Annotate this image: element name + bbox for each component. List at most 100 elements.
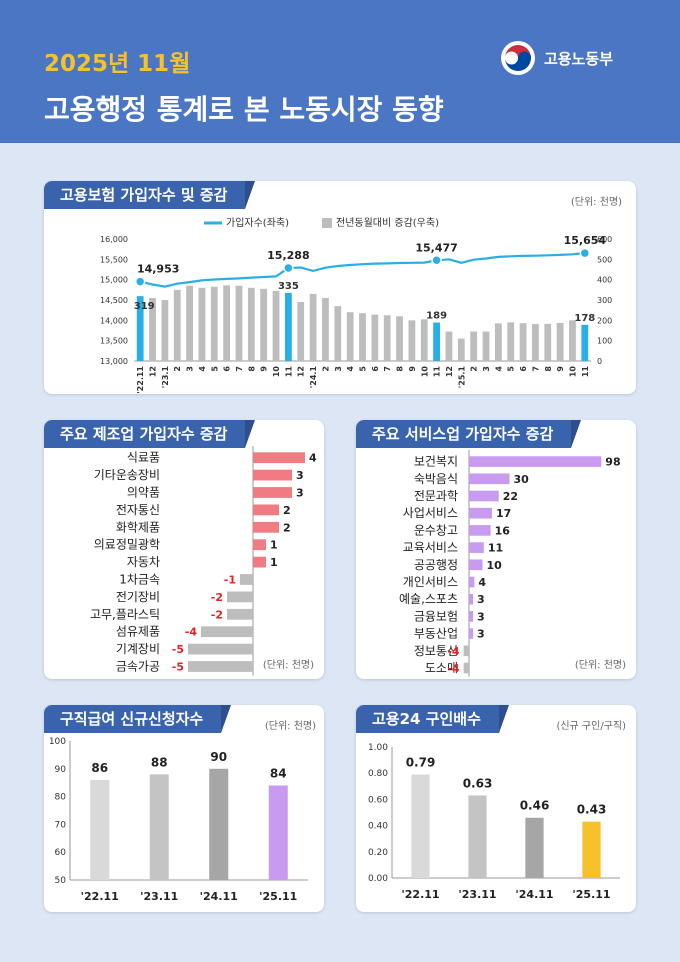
x-tick-label: 8 bbox=[247, 366, 256, 372]
y-tick-label: 80 bbox=[55, 793, 67, 803]
taegeuk-emblem-icon bbox=[501, 41, 535, 75]
x-tick-label: '22.11 bbox=[136, 366, 145, 394]
bar-negative bbox=[227, 608, 253, 620]
bar-negative bbox=[188, 661, 253, 672]
line-point-highlight bbox=[579, 247, 591, 259]
legend-bar-label: 전년동월대비 증감(우축) bbox=[336, 217, 439, 229]
panel-title: 주요 제조업 가입자수 증감 bbox=[44, 420, 256, 448]
bar-negative bbox=[240, 574, 253, 585]
bar-change bbox=[470, 331, 478, 361]
bar-value-label: 11 bbox=[488, 542, 503, 555]
bar-value-label: 30 bbox=[514, 473, 530, 486]
page-title: 고용행정 통계로 본 노동시장 동향 bbox=[44, 93, 444, 126]
category-label: 전자통신 bbox=[116, 503, 160, 517]
category-label: 화학제품 bbox=[116, 520, 160, 534]
line-point-highlight bbox=[431, 255, 442, 266]
category-label: 도소매 bbox=[425, 661, 458, 675]
bar-value-label: -2 bbox=[211, 608, 223, 621]
x-tick-label: 3 bbox=[186, 366, 195, 372]
bar-positive bbox=[469, 456, 602, 467]
bar-value-label: -2 bbox=[211, 591, 223, 604]
bar-change bbox=[223, 285, 231, 361]
page-header: 2025년 11월 고용행정 통계로 본 노동시장 동향 고용노동부 bbox=[0, 0, 680, 143]
bar-change bbox=[284, 292, 292, 361]
bar-change bbox=[334, 306, 342, 361]
x-tick-label: 11 bbox=[433, 366, 442, 378]
x-tick-label: '25.11 bbox=[572, 888, 610, 901]
category-label: 1차금속 bbox=[119, 573, 160, 587]
bar-value-label: 3 bbox=[296, 487, 304, 500]
x-tick-label: 11 bbox=[284, 366, 293, 378]
bar bbox=[209, 768, 229, 880]
category-label: 기계장비 bbox=[116, 642, 160, 656]
category-label: 금융보험 bbox=[414, 609, 458, 623]
bar bbox=[90, 779, 110, 880]
category-label: 숙박음식 bbox=[414, 472, 458, 486]
y-tick-right: 0 bbox=[597, 357, 602, 366]
bar-value-label: 16 bbox=[495, 524, 511, 537]
x-tick-label: 12 bbox=[445, 366, 454, 377]
bar-change bbox=[161, 300, 169, 361]
bar-change bbox=[433, 322, 441, 361]
x-tick-label: 5 bbox=[359, 366, 368, 372]
bar-positive bbox=[469, 628, 474, 639]
insurance-subscribers-panel: 고용보험 가입자수 및 증감 (단위: 천명) 가입자수(좌축) 전년동월대비 … bbox=[44, 181, 636, 394]
y-tick-label: 50 bbox=[55, 876, 67, 886]
category-label: 개인서비스 bbox=[403, 575, 458, 589]
y-tick-label: 1.00 bbox=[368, 743, 388, 753]
bar-change bbox=[173, 289, 181, 361]
y-tick-left: 15,000 bbox=[100, 276, 128, 285]
x-tick-label: '22.11 bbox=[401, 888, 439, 901]
bar-change bbox=[494, 323, 502, 361]
x-tick-label: 3 bbox=[482, 366, 491, 372]
bar-change bbox=[581, 324, 589, 361]
bar-positive bbox=[469, 593, 474, 605]
services-bar-chart: 보건복지 98 숙박음식 30 전문과학 22 사업서비스 17 운수창고 16 교육서비스 11 공공… bbox=[399, 450, 621, 677]
x-tick-label: 4 bbox=[198, 366, 207, 372]
bar-value-label: 3 bbox=[477, 610, 485, 623]
bar-change bbox=[309, 293, 317, 361]
category-label: 부동산업 bbox=[414, 627, 458, 641]
y-tick-right: 300 bbox=[597, 296, 612, 305]
x-tick-label: 12 bbox=[149, 366, 158, 377]
y-tick-left: 15,500 bbox=[100, 255, 128, 264]
line-data-label: 15,288 bbox=[267, 249, 309, 262]
bar-data-label: 189 bbox=[426, 311, 447, 322]
x-tick-label: 10 bbox=[568, 366, 577, 378]
unit-label: (단위: 천명) bbox=[262, 660, 314, 671]
bar-change bbox=[408, 320, 416, 361]
x-tick-label: '24.11 bbox=[200, 890, 238, 903]
category-label: 정보통신 bbox=[414, 644, 458, 658]
unit-label: (단위: 천명) bbox=[574, 660, 626, 671]
x-tick-label: '23.1 bbox=[161, 366, 170, 389]
category-label: 운수창고 bbox=[414, 523, 458, 537]
x-tick-label: '25.11 bbox=[259, 890, 297, 903]
bar-value-label: 88 bbox=[151, 755, 168, 769]
y-tick-label: 0.80 bbox=[368, 769, 388, 779]
unit-label: (단위: 천명) bbox=[264, 721, 316, 732]
bar-value-label: 4 bbox=[309, 452, 317, 465]
x-tick-label: 7 bbox=[531, 366, 540, 372]
y-tick-right: 100 bbox=[597, 337, 612, 346]
bar-value-label: 1 bbox=[270, 556, 278, 569]
bar-change bbox=[149, 297, 156, 361]
bar-value-label: 86 bbox=[91, 761, 108, 775]
bar-positive bbox=[253, 469, 292, 481]
category-label: 기타운송장비 bbox=[94, 468, 160, 482]
y-tick-right: 500 bbox=[597, 255, 612, 264]
x-tick-label: 5 bbox=[507, 366, 516, 372]
bar-value-label: -4 bbox=[447, 645, 460, 658]
bar-negative bbox=[188, 643, 253, 655]
x-tick-label: 4 bbox=[346, 366, 355, 372]
bar-change bbox=[420, 319, 428, 361]
bar-value-label: 1 bbox=[270, 539, 278, 552]
bar-positive bbox=[253, 504, 279, 516]
x-tick-label: '23.11 bbox=[140, 890, 178, 903]
bar-change bbox=[371, 314, 379, 361]
y-tick-right: 200 bbox=[597, 316, 612, 325]
x-tick-label: 10 bbox=[272, 366, 281, 378]
x-tick-label: '22.11 bbox=[81, 890, 119, 903]
bar-change bbox=[322, 297, 329, 361]
openings-ratio-bar-chart: 1.00 0.80 0.60 0.40 0.20 0.00 0.79 '22.11 0.63 '2… bbox=[368, 743, 620, 901]
bar-change bbox=[346, 312, 354, 361]
